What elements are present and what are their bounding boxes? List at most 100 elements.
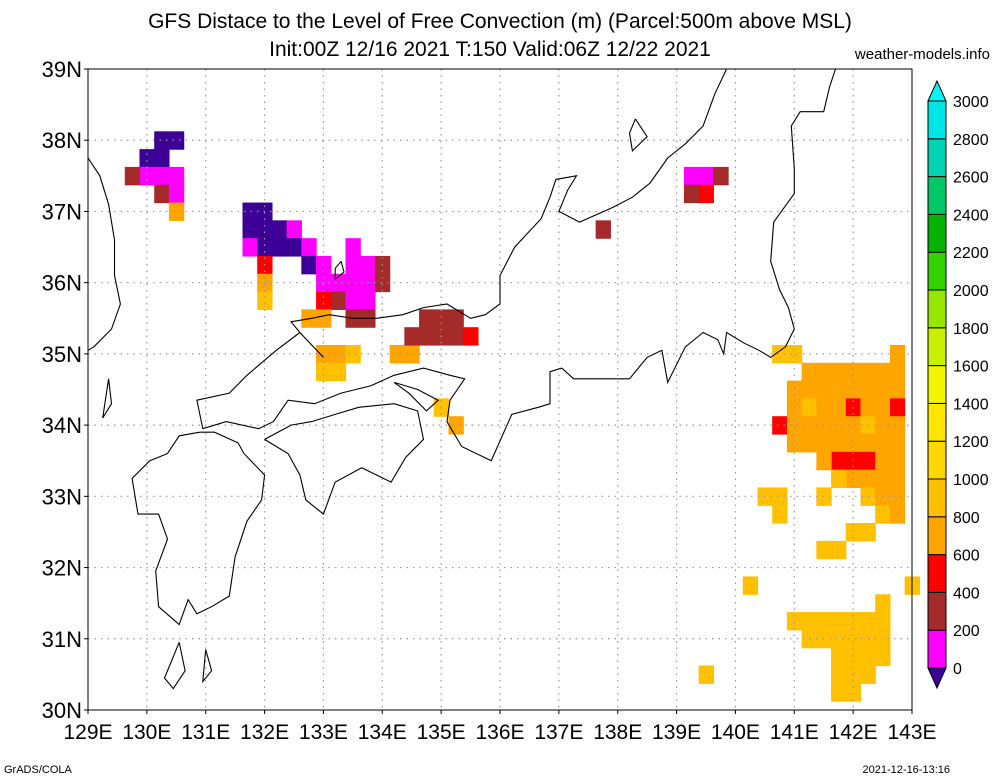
field-cell — [845, 647, 862, 667]
field-cell — [801, 612, 817, 631]
field-cell — [816, 398, 832, 417]
longitude-label: 138E — [593, 721, 642, 744]
field-cell — [257, 238, 273, 257]
field-cell — [801, 380, 817, 400]
field-cell — [875, 416, 891, 435]
colorbar-label: 1200 — [953, 434, 989, 451]
field-cell — [875, 612, 891, 631]
field-cell — [875, 469, 891, 489]
colorbar-label: 2800 — [953, 132, 989, 149]
field-cell — [831, 540, 847, 560]
field-cell — [683, 184, 700, 204]
field-cell — [831, 665, 847, 684]
field-cell — [845, 416, 862, 435]
field-cell — [801, 362, 817, 382]
field-cell — [875, 647, 891, 667]
map-title: GFS Distace to the Level of Free Convect… — [148, 10, 852, 33]
longitude-label: 132E — [240, 721, 289, 744]
field-cell — [154, 131, 170, 150]
field-cell — [242, 220, 258, 239]
latitude-label: 39N — [42, 57, 82, 82]
field-cell — [330, 273, 347, 293]
colorbar-segment — [927, 176, 947, 215]
field-cell — [124, 166, 141, 186]
field-cell — [301, 255, 317, 275]
field-cell — [801, 398, 817, 417]
colorbar-segment — [927, 365, 947, 404]
field-cell — [831, 629, 847, 649]
field-cell — [875, 505, 891, 524]
field-cell — [404, 327, 420, 346]
field-cell — [139, 149, 155, 168]
coastlines — [87, 68, 837, 690]
footer-timestamp: 2021-12-16-13:16 — [862, 764, 950, 776]
latitude-label: 32N — [42, 556, 82, 581]
colorbar-label: 1600 — [953, 359, 989, 376]
field-cell — [889, 416, 906, 435]
field-cell — [875, 398, 891, 417]
colorbar: 0 200 400 600 800 1000 1200 1400 1600 1800 2000 220… — [927, 79, 989, 690]
colorbar-label: 600 — [953, 548, 980, 565]
field-cell — [860, 665, 876, 684]
field-cell — [698, 184, 714, 204]
colorbar-segment — [927, 251, 947, 291]
site-credit[interactable]: weather-models.info — [854, 46, 990, 63]
colorbar-segment — [927, 440, 947, 480]
colorbar-segment — [927, 554, 947, 593]
field-cell — [772, 344, 788, 364]
coastline — [163, 642, 186, 690]
field-cell — [448, 309, 464, 328]
field-cell — [286, 238, 302, 257]
colorbar-label: 2400 — [953, 207, 989, 224]
field-cell — [816, 362, 832, 382]
coastline — [628, 118, 648, 153]
colorbar-label: 3000 — [953, 94, 989, 111]
field-cell — [271, 238, 288, 257]
field-cell — [786, 434, 803, 453]
field-cell — [345, 344, 361, 364]
colorbar-label: 800 — [953, 510, 980, 527]
field-cell — [786, 344, 803, 364]
field-cell — [875, 451, 891, 471]
field-cell — [889, 469, 906, 489]
coastline — [196, 328, 795, 462]
field-cell — [816, 434, 832, 453]
field-cell — [875, 629, 891, 649]
field-cell — [860, 380, 876, 400]
latitude-label: 36N — [42, 271, 82, 296]
field-cell — [139, 166, 155, 186]
field-cell — [742, 576, 759, 595]
coastline — [334, 260, 345, 281]
field-cell — [816, 487, 832, 506]
field-cell — [845, 612, 862, 631]
coastline — [393, 381, 440, 412]
field-cell — [316, 344, 332, 364]
longitude-label: 135E — [417, 721, 466, 744]
field-cell — [831, 362, 847, 382]
longitude-label: 140E — [711, 721, 760, 744]
field-cell — [875, 594, 891, 613]
field-cell — [330, 362, 347, 382]
field-cell — [345, 273, 361, 293]
field-cell — [374, 273, 391, 293]
field-cell — [875, 362, 891, 382]
colorbar-label: 2600 — [953, 170, 989, 187]
colorbar-label: 400 — [953, 585, 980, 602]
field-cell — [242, 202, 258, 221]
field-cell — [831, 469, 847, 489]
field-cell — [801, 629, 817, 649]
latitude-label: 37N — [42, 199, 82, 224]
longitude-label: 131E — [181, 721, 230, 744]
colorbar-label: 2000 — [953, 283, 989, 300]
field-cell — [786, 380, 803, 400]
field-cell — [168, 166, 185, 186]
field-cell — [168, 202, 185, 221]
field-cell — [448, 327, 464, 346]
field-cell — [889, 398, 906, 417]
colorbar-segment — [927, 591, 947, 631]
field-cell — [345, 255, 361, 275]
field-cell — [816, 451, 832, 471]
field-cell — [786, 416, 803, 435]
coastline — [102, 378, 113, 419]
